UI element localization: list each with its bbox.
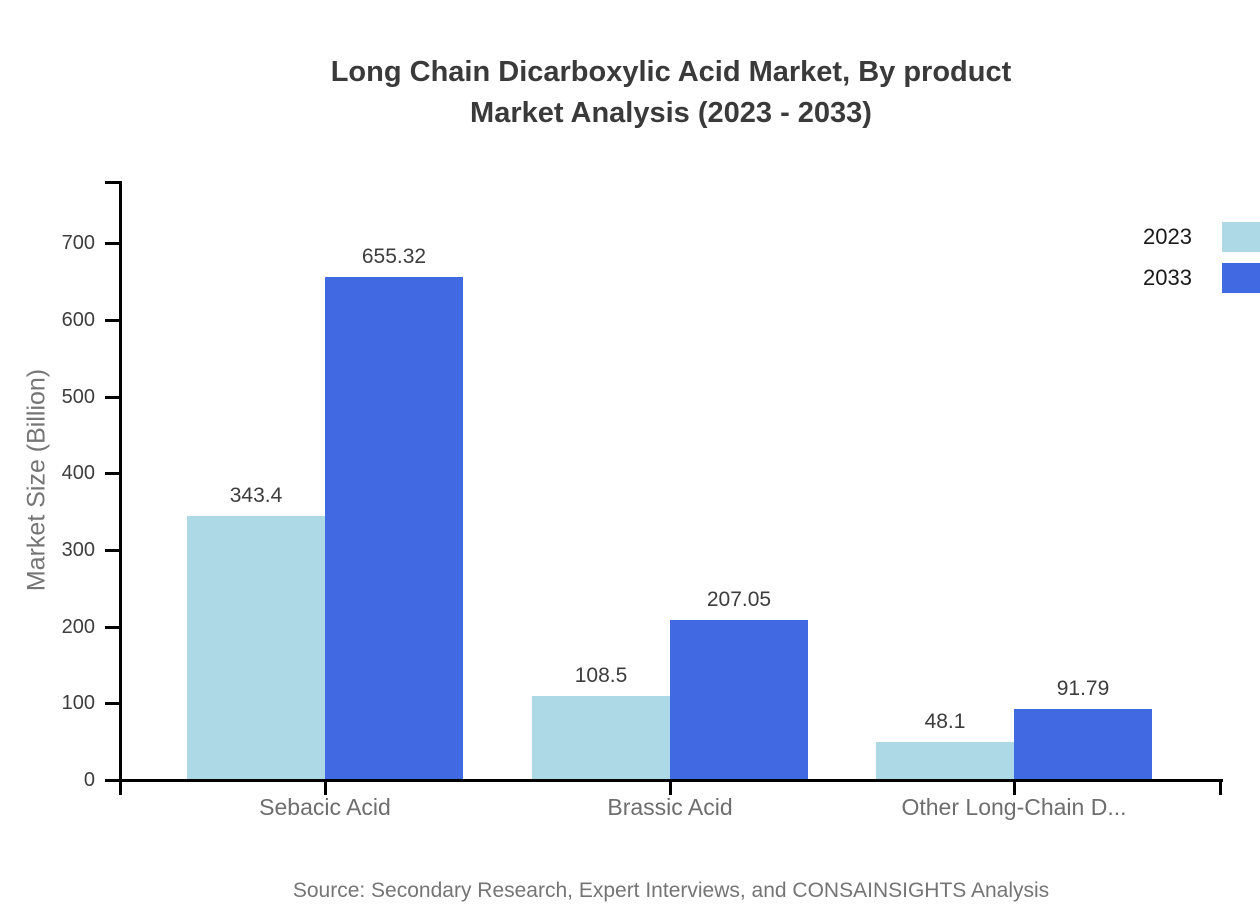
y-axis-endcap-tick — [105, 181, 119, 184]
chart-title-line1: Long Chain Dicarboxylic Acid Market, By … — [330, 56, 1012, 88]
y-tick-label: 500 — [61, 386, 95, 408]
y-tick-label: 700 — [61, 232, 95, 254]
x-tick-mark — [324, 779, 327, 795]
y-tick-label: 200 — [61, 616, 95, 638]
bar-value-label: 207.05 — [706, 588, 772, 611]
y-tick-label: 300 — [61, 539, 95, 561]
bar-2033-3 — [1014, 709, 1152, 779]
y-tick-label: 600 — [61, 309, 95, 331]
bar-2023-2 — [532, 696, 670, 779]
legend-label-2023: 2023 — [1143, 224, 1192, 249]
bar-value-label: 48.1 — [924, 710, 966, 733]
chart-title: Long Chain Dicarboxylic Acid Market, By … — [120, 52, 1222, 134]
bar-value-label: 343.4 — [229, 484, 283, 507]
y-tick-mark — [105, 549, 119, 552]
x-category-label: Other Long-Chain D... — [901, 794, 1127, 820]
x-category-label: Brassic Acid — [607, 794, 733, 820]
y-tick-mark — [105, 396, 119, 399]
bar-value-label: 108.5 — [574, 664, 628, 687]
y-tick-mark — [105, 319, 119, 322]
x-axis-line — [105, 779, 1223, 782]
legend-label-2033: 2033 — [1143, 265, 1192, 290]
y-tick-mark — [105, 626, 119, 629]
chart-title-line2: Market Analysis (2023 - 2033) — [470, 97, 872, 129]
bar-2023-3 — [876, 742, 1014, 779]
x-category-label: Sebacic Acid — [259, 794, 391, 820]
bar-2023-1 — [187, 516, 325, 779]
y-tick-mark — [105, 472, 119, 475]
y-tick-label: 100 — [61, 692, 95, 714]
y-tick-mark — [105, 779, 119, 782]
x-tick-mark — [1219, 779, 1222, 795]
legend-swatch-2033 — [1222, 263, 1260, 293]
y-axis-line — [119, 181, 122, 795]
y-tick-mark — [105, 702, 119, 705]
x-tick-mark — [669, 779, 672, 795]
bar-2033-1 — [325, 277, 463, 779]
y-tick-label: 400 — [61, 462, 95, 484]
bar-2033-2 — [670, 620, 808, 779]
source-text: Source: Secondary Research, Expert Inter… — [292, 879, 1050, 902]
bar-value-label: 91.79 — [1056, 677, 1110, 700]
y-tick-label: 0 — [83, 769, 95, 791]
legend-swatch-2023 — [1222, 222, 1260, 252]
bar-value-label: 655.32 — [361, 245, 427, 268]
y-tick-mark — [105, 242, 119, 245]
x-tick-mark — [1013, 779, 1016, 795]
